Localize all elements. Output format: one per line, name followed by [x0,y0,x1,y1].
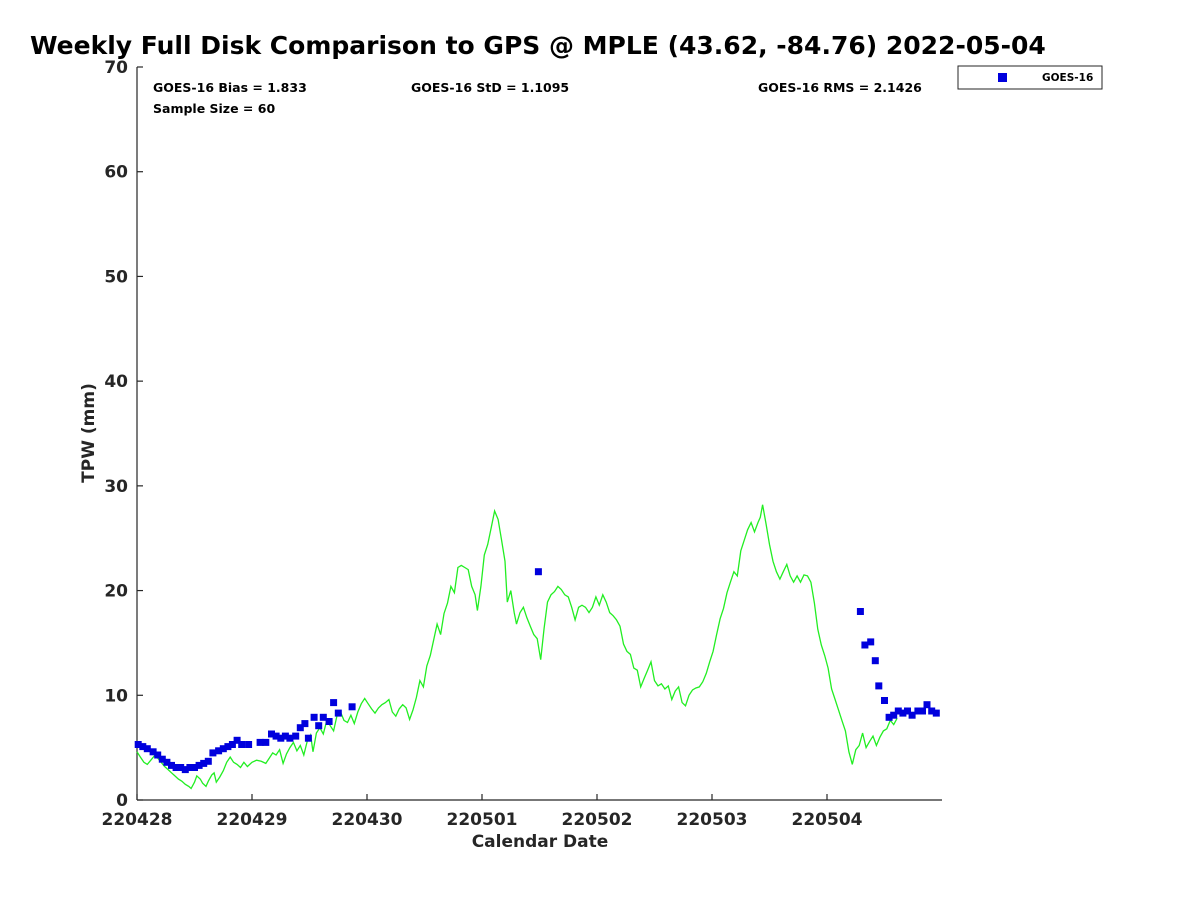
goes16-point [908,711,916,719]
goes16-point [885,713,893,721]
goes16-point [177,764,185,771]
goes16-point [238,741,246,748]
goes16-point [209,749,217,757]
y-tick-label: 70 [104,58,128,78]
y-axis-ticks: 0 10 20 30 40 50 60 70 [104,58,143,811]
goes16-point [228,741,236,748]
x-tick-label: 220501 [447,810,518,830]
y-tick-label: 50 [104,267,128,287]
x-tick-label: 220430 [332,810,403,830]
bias-stat: GOES-16 Bias = 1.833 [153,80,307,95]
goes16-point [914,707,922,715]
goes16-point [286,734,294,742]
y-tick-label: 60 [104,163,128,183]
goes16-point [871,657,879,665]
goes16-point [277,734,285,742]
goes16-point [262,738,270,746]
goes16-point [158,755,166,763]
plot-area [136,67,942,801]
chart-title: Weekly Full Disk Comparison to GPS @ MPL… [30,31,1046,60]
goes16-point [861,641,869,649]
goes16-point [875,682,883,690]
goes16-point [245,741,253,748]
goes16-point [272,732,280,740]
goes16-point [315,722,323,730]
goes16-point [301,720,309,728]
goes16-point [932,709,940,717]
y-tick-label: 0 [116,791,128,811]
x-axis-ticks: 220428 220429 220430 220501 220502 220503 2205… [102,794,863,830]
goes16-point [172,764,180,771]
goes16-point [219,745,227,753]
goes16-point [890,711,898,719]
goes16-point [881,697,888,704]
goes16-point [168,761,175,769]
goes16-point [191,764,198,771]
x-tick-label: 220428 [102,810,173,830]
y-tick-label: 30 [104,477,128,497]
y-tick-label: 40 [104,372,128,392]
goes16-point [195,761,203,769]
goes16-point [856,608,864,615]
legend-marker-goes16 [998,73,1007,82]
legend: GOES-16 [957,65,1103,90]
goes16-point [149,748,157,756]
goes16-point [330,699,338,707]
gps-tpw-line [136,504,898,790]
x-tick-label: 220503 [677,810,748,830]
goes16-point [143,745,151,753]
goes16-point [325,718,333,725]
goes16-point [154,751,162,759]
goes16-point [894,707,902,715]
goes16-point [139,743,147,751]
goes16-point [200,759,208,767]
goes16-point [215,747,223,755]
goes16-point [204,757,212,765]
goes16-point [134,741,142,748]
goes16-point [904,707,911,715]
legend-label-goes16: GOES-16 [1042,72,1093,84]
std-stat: GOES-16 StD = 1.1095 [411,80,569,95]
series-layer [134,504,940,790]
goes16-point [867,638,875,646]
x-axis-label: Calendar Date [472,832,609,852]
goes16-point [224,743,232,751]
goes16-point [186,764,194,771]
goes16-point [268,730,275,738]
legend-box [957,65,1103,90]
goes16-point [181,766,189,774]
goes16-point [256,738,264,746]
sample-size-stat: Sample Size = 60 [153,101,275,116]
goes16-point [534,568,542,576]
y-tick-label: 10 [104,686,128,706]
goes16-point [348,703,356,711]
goes16-point [233,736,241,744]
goes16-point [928,707,936,715]
goes16-point [304,734,312,742]
goes16-point [310,713,318,721]
goes16-point [899,709,907,717]
rms-stat: GOES-16 RMS = 2.1426 [758,80,922,95]
goes16-point [292,732,300,740]
x-tick-label: 220504 [792,810,863,830]
y-axis-label: TPW (mm) [79,383,99,483]
goes16-point [281,732,289,740]
goes16-point [319,713,327,721]
y-tick-label: 20 [104,582,128,602]
x-tick-label: 220429 [217,810,288,830]
goes16-point [923,701,931,709]
goes16-point [163,758,171,766]
x-tick-label: 220502 [562,810,633,830]
goes16-point [334,709,342,717]
goes16-point [919,707,926,715]
goes16-point [296,724,304,732]
